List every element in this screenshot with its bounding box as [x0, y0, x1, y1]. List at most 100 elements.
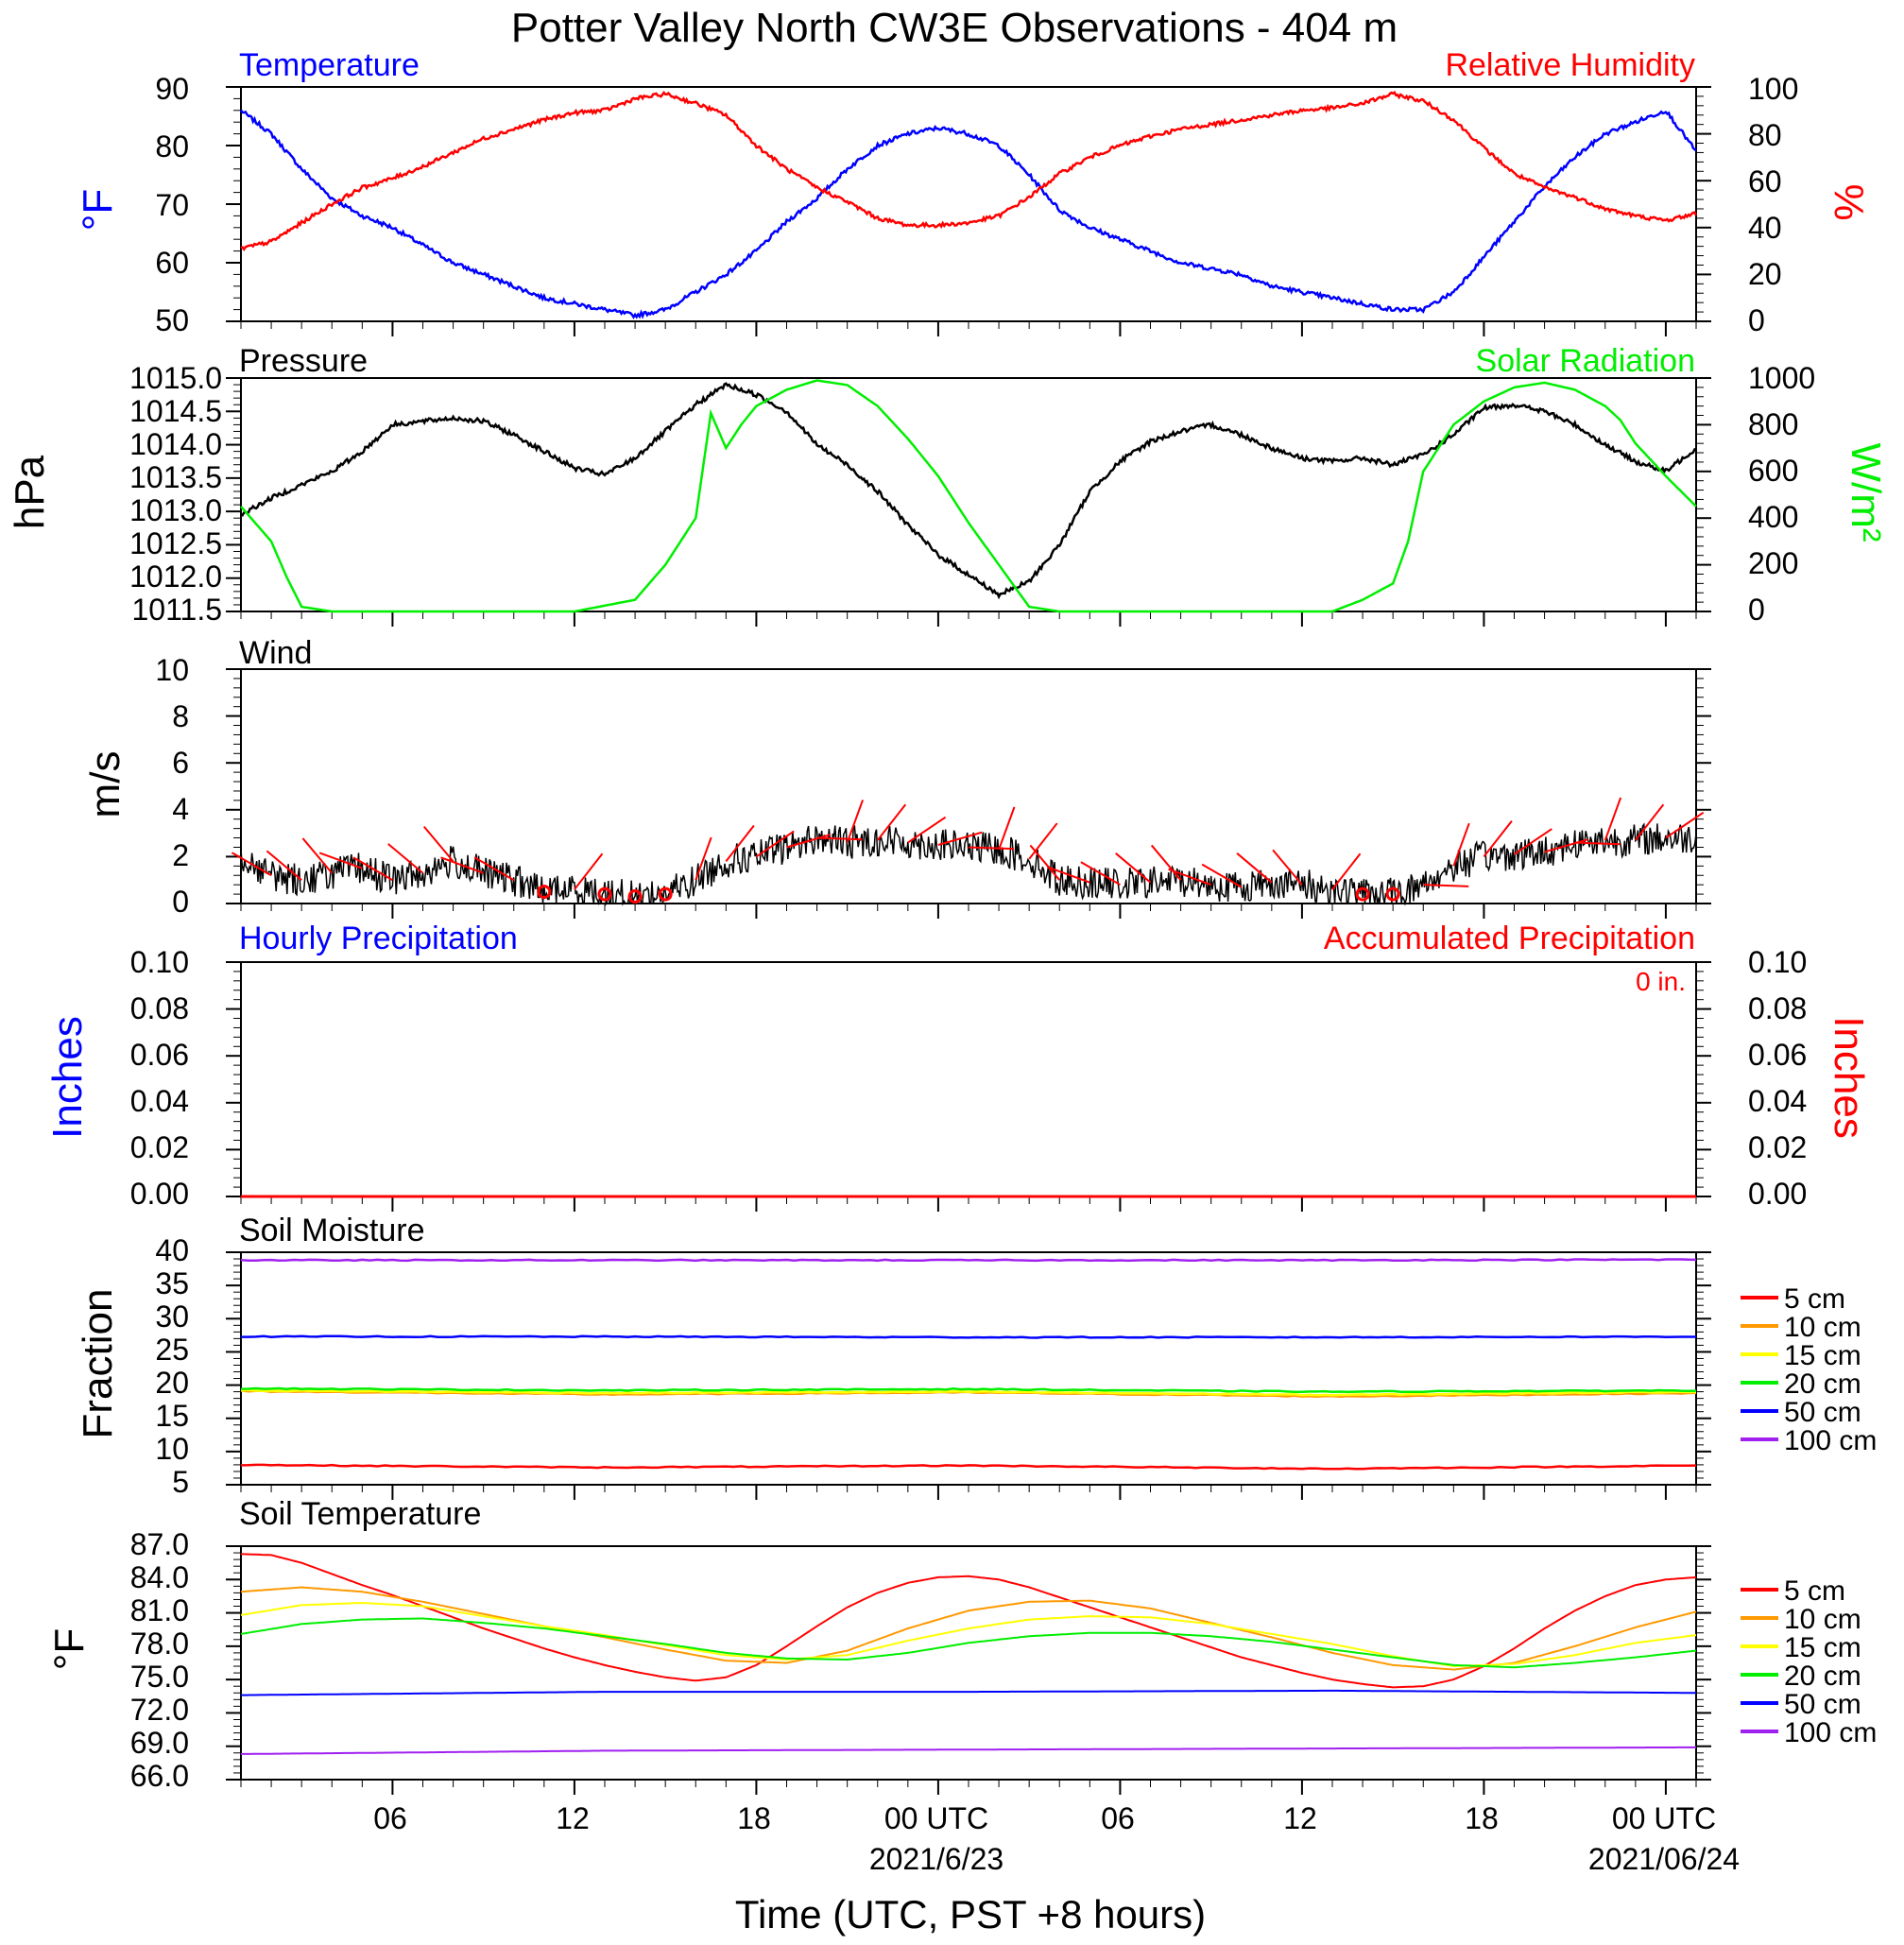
soil-temp-5cm-line: [240, 1553, 1697, 1689]
wind-barb: [266, 850, 302, 881]
solar-title: Solar Radiation: [1476, 343, 1695, 379]
date-label: 2021/6/23: [869, 1842, 1003, 1876]
pressure-unit: hPa: [7, 455, 53, 529]
legend-label: 20 cm: [1784, 1368, 1861, 1400]
accum-precip-total: 0 in.: [1636, 967, 1686, 996]
legend-label: 50 cm: [1784, 1397, 1861, 1428]
wind-barb: [318, 852, 363, 869]
rh-tick-label: 20: [1748, 257, 1782, 291]
soil-temp-title: Soil Temperature: [239, 1496, 481, 1532]
wind-barb: [695, 836, 712, 881]
wind-barb: [352, 856, 393, 882]
temp-tick-label: 50: [155, 303, 189, 337]
wind-barbs: [232, 797, 1705, 904]
wind-barb: [1028, 822, 1058, 860]
soil-temp-legend: 5 cm 10 cm 15 cm 20 cm 50 cm 100 cm: [1741, 1575, 1877, 1748]
precip-tick-label: 0.10: [130, 945, 189, 979]
wind-barb: [907, 816, 947, 844]
panel-frame: [226, 1545, 1711, 1795]
soil-temp-10cm-line: [240, 1586, 1697, 1671]
wind-barb: [1331, 852, 1362, 890]
wind-axis-ticks: 10 8 6 4 2 0: [155, 653, 189, 919]
precip-tick-label: 0.10: [1748, 945, 1807, 979]
humidity-unit: %: [1826, 183, 1872, 220]
time-tick-label: 06: [1101, 1801, 1135, 1835]
wind-barb: [816, 836, 863, 841]
soil-temp-unit: °F: [46, 1628, 93, 1670]
wind-barb: [1029, 844, 1061, 881]
pressure-tick-label: 1013.0: [129, 493, 222, 527]
precip-tick-label: 0.06: [1748, 1038, 1807, 1072]
wind-barb: [387, 843, 424, 874]
wind-barb: [440, 856, 485, 874]
wind-barb: [574, 852, 604, 890]
wind-barb: [876, 803, 907, 841]
pressure-tick-label: 1013.5: [129, 460, 222, 494]
wind-barb: [1665, 811, 1705, 839]
precip-tick-label: 0.08: [130, 991, 189, 1025]
sm-tick-label: 15: [155, 1399, 189, 1433]
wind-unit: m/s: [82, 751, 129, 818]
temp-tick-label: 60: [155, 246, 189, 280]
wind-barb: [1150, 844, 1182, 881]
precip-tick-label: 0.00: [1748, 1177, 1807, 1211]
wind-barb: [1452, 822, 1470, 867]
rh-tick-label: 60: [1748, 164, 1782, 198]
hourly-precip-unit: Inches: [44, 1016, 91, 1139]
date-label: 2021/06/24: [1588, 1842, 1740, 1876]
time-tick-label: 18: [1465, 1801, 1499, 1835]
wind-barb: [755, 830, 795, 858]
temp-tick-label: 80: [155, 129, 189, 164]
legend-label: 50 cm: [1784, 1689, 1861, 1720]
wind-barb: [1201, 863, 1243, 888]
wind-barb: [1513, 828, 1552, 855]
legend-label: 20 cm: [1784, 1661, 1861, 1692]
time-axis-labels: 06 12 18 00 UTC 06 12 18 00 UTC 2021/6/2…: [373, 1801, 1740, 1936]
rh-tick-label: 0: [1748, 303, 1765, 337]
wind-barb: [1635, 803, 1665, 841]
wind-tick-label: 0: [172, 885, 189, 919]
hourly-precip-title: Hourly Precipitation: [239, 921, 518, 956]
precip-tick-label: 0.06: [130, 1038, 189, 1072]
wind-barb: [422, 825, 455, 863]
solar-tick-label: 0: [1748, 593, 1765, 627]
precip-tick-label: 0.00: [130, 1177, 189, 1211]
calm-wind-marker: [597, 886, 612, 902]
wind-barb: [1423, 884, 1469, 887]
solar-tick-label: 200: [1748, 546, 1798, 580]
sm-tick-label: 35: [155, 1266, 189, 1300]
solar-tick-label: 800: [1748, 407, 1798, 441]
temperature-unit: °F: [75, 189, 121, 231]
wind-tick-label: 4: [172, 792, 189, 826]
calm-wind-marker: [1355, 886, 1370, 902]
soil-moisture-title: Soil Moisture: [239, 1213, 425, 1248]
wind-title: Wind: [239, 635, 312, 671]
pressure-tick-label: 1012.0: [129, 559, 222, 594]
wind-tick-label: 10: [155, 653, 189, 687]
figure-title: Potter Valley North CW3E Observations - …: [511, 5, 1398, 51]
time-tick-label: 00 UTC: [1612, 1801, 1716, 1835]
precip-left-axis-ticks: 0.10 0.08 0.06 0.04 0.02 0.00: [130, 945, 189, 1211]
solar-axis-ticks: 1000 800 600 400 200 0: [1748, 361, 1815, 627]
wind-barb: [1168, 868, 1212, 886]
wind-barb: [232, 852, 272, 877]
wind-barb: [846, 800, 865, 843]
pressure-tick-label: 1011.5: [132, 593, 223, 627]
time-axis-title: Time (UTC, PST +8 hours): [735, 1892, 1206, 1936]
calm-wind-marker: [627, 889, 643, 904]
pressure-title: Pressure: [239, 343, 368, 379]
sm-tick-label: 40: [155, 1233, 189, 1267]
wind-speed-line: [240, 822, 1697, 906]
soil-moisture-unit: Fraction: [75, 1289, 121, 1439]
legend-label: 10 cm: [1784, 1604, 1861, 1635]
pressure-tick-label: 1012.5: [129, 526, 222, 560]
wind-barb: [968, 846, 1015, 851]
sm-tick-label: 20: [155, 1366, 189, 1400]
st-tick-label: 84.0: [130, 1560, 189, 1594]
wind-barb: [1236, 852, 1273, 884]
accum-precip-title: Accumulated Precipitation: [1324, 921, 1695, 956]
wind-tick-label: 8: [172, 699, 189, 733]
pressure-tick-label: 1014.5: [129, 394, 222, 428]
soil-temp-20cm-line: [240, 1617, 1697, 1669]
